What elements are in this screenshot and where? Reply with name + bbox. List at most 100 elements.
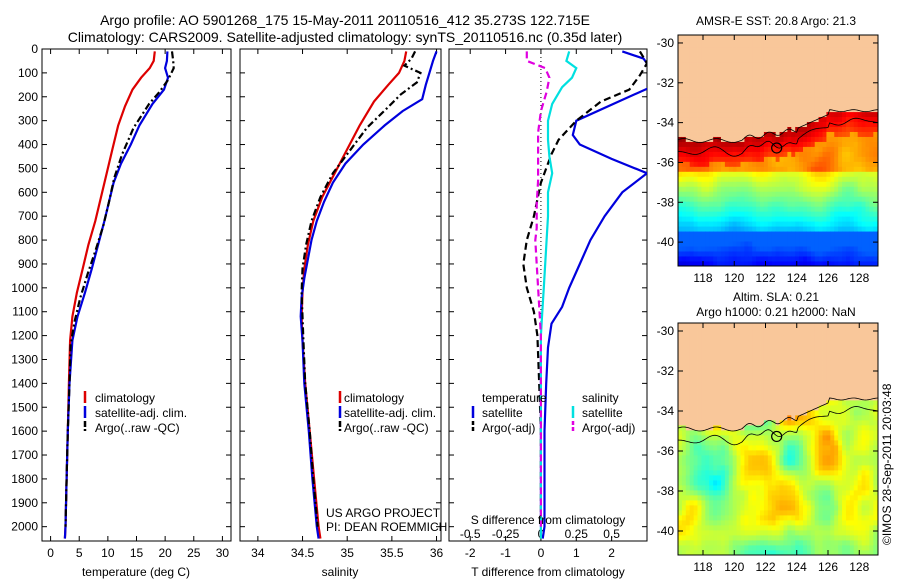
map-cell xyxy=(748,505,753,511)
map-cell xyxy=(830,196,835,202)
map-cell xyxy=(810,141,816,147)
map-cell xyxy=(834,490,839,496)
map-cell xyxy=(681,415,687,421)
map-cell xyxy=(803,550,808,555)
map-cell xyxy=(748,410,753,416)
map-cell xyxy=(787,505,792,511)
map-cell xyxy=(740,480,745,486)
map-cell xyxy=(814,325,820,331)
map-cell xyxy=(752,51,757,58)
map-cell xyxy=(783,81,788,88)
map-cell xyxy=(826,191,831,197)
map-cell xyxy=(853,211,859,217)
map-cell xyxy=(713,505,718,511)
map-cell xyxy=(838,450,843,456)
map-cell xyxy=(717,380,722,386)
map-cell xyxy=(713,525,718,531)
map-cell xyxy=(826,445,831,451)
map-cell xyxy=(873,51,878,58)
map-cell xyxy=(713,226,718,232)
map-cell xyxy=(818,455,823,461)
map-cell xyxy=(842,410,847,416)
legend-label-argo: Argo(..raw -QC) xyxy=(95,421,180,435)
map-cell xyxy=(771,340,777,346)
map-cell xyxy=(685,490,691,496)
map-cell xyxy=(799,156,804,162)
map-cell xyxy=(709,440,714,446)
map-cell xyxy=(818,525,823,531)
map-cell xyxy=(713,111,718,118)
map-cell xyxy=(689,166,695,172)
map-cell xyxy=(685,241,691,247)
map-cell xyxy=(736,420,741,426)
map-cell xyxy=(857,236,862,242)
map-cell xyxy=(818,450,823,456)
map-cell xyxy=(799,485,804,491)
map-cell xyxy=(724,141,730,147)
map-cell xyxy=(861,530,866,536)
map-cell xyxy=(795,350,800,356)
map-cell xyxy=(713,550,718,555)
map-cell xyxy=(763,221,769,227)
map-cell xyxy=(775,201,780,207)
map-cell xyxy=(678,325,683,331)
map-cell xyxy=(756,525,761,531)
map-cell xyxy=(705,96,710,103)
map-cell xyxy=(748,440,753,446)
map-cell xyxy=(830,146,835,152)
map-cell xyxy=(771,56,777,63)
map-cell xyxy=(834,211,839,217)
map-cell xyxy=(756,480,761,486)
map-cell xyxy=(834,121,839,128)
map-cell xyxy=(689,236,695,242)
map-cell xyxy=(705,510,710,516)
map-cell xyxy=(717,485,722,491)
map-cell xyxy=(826,540,831,546)
map-cell xyxy=(736,375,741,381)
map-cell xyxy=(728,480,734,486)
map-cell xyxy=(814,550,820,555)
map-cell xyxy=(810,241,816,247)
map-cell xyxy=(822,166,827,172)
map-cell xyxy=(744,510,749,516)
map-cell xyxy=(740,380,745,386)
map-cell xyxy=(810,211,816,217)
map-cell xyxy=(834,56,839,63)
map-cell xyxy=(795,435,800,441)
map-cell xyxy=(697,61,702,68)
map-cell xyxy=(861,35,866,38)
map-cell xyxy=(736,330,741,336)
map-cell xyxy=(838,146,843,152)
map-cell xyxy=(869,56,874,63)
map-cell xyxy=(861,51,866,58)
map-cell xyxy=(740,71,745,78)
map-cell xyxy=(830,161,835,167)
map-cell xyxy=(818,186,823,192)
map-cell xyxy=(752,520,757,526)
map-cell xyxy=(701,121,706,128)
map-cell xyxy=(697,510,702,516)
map-cell xyxy=(803,191,808,197)
map-cell xyxy=(810,261,816,266)
map-cell xyxy=(689,420,695,426)
map-cell xyxy=(736,455,741,461)
difference-legend: temperature satellite Argo(-adj) salinit… xyxy=(471,391,635,435)
map-cell xyxy=(740,395,745,401)
map-cell xyxy=(803,246,808,252)
map-cell xyxy=(799,540,804,546)
map-cell xyxy=(756,465,761,471)
map-cell xyxy=(861,146,866,152)
map-cell xyxy=(681,91,687,98)
map-cell xyxy=(693,51,698,58)
map-cell xyxy=(681,46,687,53)
map-cell xyxy=(685,36,691,43)
map-cell xyxy=(849,345,855,351)
map-cell xyxy=(732,420,737,426)
map-cell xyxy=(810,216,816,222)
map-cell xyxy=(720,365,726,371)
map-cell xyxy=(728,325,734,331)
map-cell xyxy=(771,400,777,406)
map-cell xyxy=(810,131,816,137)
map-cell xyxy=(853,425,859,431)
map-cell xyxy=(873,186,878,192)
